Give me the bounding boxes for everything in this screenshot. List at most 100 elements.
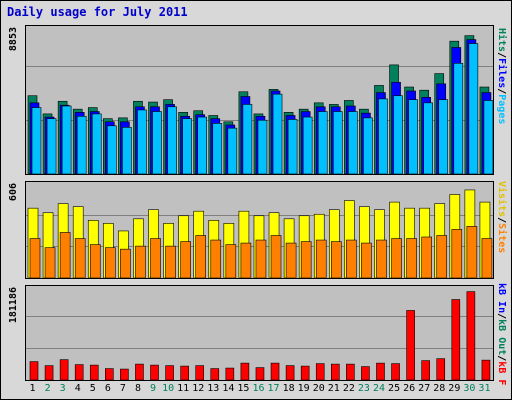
sites-bar [376, 239, 387, 278]
pages-bar [61, 105, 72, 174]
sites-bar [59, 232, 71, 278]
x-tick-label: 29 [448, 383, 461, 394]
x-tick-label: 22 [342, 383, 355, 394]
x-tick-label: 8 [134, 383, 141, 394]
pages-bar [272, 93, 283, 174]
x-tick-label: 9 [150, 383, 157, 394]
x-tick-label: 14 [222, 383, 235, 394]
hits-chart [26, 35, 493, 174]
pages-bar [453, 63, 464, 174]
sites-bar [165, 245, 176, 278]
legend-sep: / [496, 355, 507, 362]
pages-bar [423, 102, 433, 174]
kbytes-bar [451, 299, 461, 380]
legend-pages: Pages [496, 94, 507, 125]
x-tick-label: 25 [388, 383, 401, 394]
x-tick-label: 5 [89, 383, 96, 394]
x-tick-label: 7 [119, 383, 126, 394]
kbytes-bar [421, 360, 430, 380]
sites-bar [120, 248, 131, 278]
pages-bar [182, 118, 192, 174]
x-tick-label: 17 [267, 383, 280, 394]
x-tick-label: 27 [418, 383, 431, 394]
kbytes-bar [165, 365, 174, 380]
x-tick-label: 4 [74, 383, 81, 394]
legend-sep: / [496, 88, 507, 95]
kbytes-bar [315, 363, 325, 380]
sites-bar [391, 238, 402, 278]
x-tick-label: 28 [433, 383, 446, 394]
x-tick-label: 21 [327, 383, 340, 394]
visits-panel [25, 181, 494, 279]
x-tick-label: 26 [403, 383, 416, 394]
kbytes-bar [330, 363, 340, 380]
pages-bar [257, 119, 268, 174]
x-tick-label: 15 [237, 383, 250, 394]
kbytes-bar [29, 361, 39, 380]
sites-bar [255, 239, 267, 278]
pages-bar [212, 123, 223, 174]
x-tick-label: 16 [252, 383, 265, 394]
kbytes-bar [436, 358, 446, 380]
x-tick-label: 30 [463, 383, 476, 394]
legend-visits: Visits [496, 181, 507, 218]
x-tick-label: 1 [29, 383, 36, 394]
kbytes-bar [300, 365, 310, 380]
x-tick-label: 6 [104, 383, 111, 394]
x-tick-label: 18 [282, 383, 295, 394]
pages-bar [242, 104, 253, 174]
sites-bar [89, 244, 101, 278]
pages-bar [348, 111, 358, 174]
kbytes-bar [361, 366, 370, 380]
visits-chart [26, 189, 493, 278]
visits-bar [344, 200, 355, 278]
kbytes-bar [466, 291, 476, 380]
pages-bar [46, 118, 57, 174]
legend-kbf: kB F [496, 361, 507, 386]
sites-bar [135, 245, 146, 278]
x-tick-label: 19 [297, 383, 310, 394]
sites-bar [29, 238, 41, 278]
sites-bar [180, 241, 191, 278]
x-tick-label: 12 [192, 383, 205, 394]
pages-bar [31, 107, 42, 174]
x-tick-label: 11 [177, 383, 190, 394]
pages-bar [468, 43, 479, 174]
sites-bar [150, 238, 161, 278]
sites-bar [436, 235, 448, 278]
pages-bar [76, 115, 87, 174]
kbytes-bar [346, 363, 355, 380]
legend-sep: / [496, 313, 507, 320]
pages-bar [152, 111, 162, 174]
legend-kbytes: kB In/kB Out/kB F [496, 283, 507, 385]
kbytes-bar [406, 310, 415, 380]
pages-bar [137, 109, 147, 174]
kbytes-bar [210, 368, 220, 380]
legend-hits: Hits [496, 28, 507, 53]
legend-visits-sites: Visits/Sites [496, 181, 507, 253]
pages-bar [408, 99, 418, 174]
x-tick-label: 13 [207, 383, 220, 394]
legend-sep: / [496, 217, 507, 224]
pages-bar [91, 113, 102, 174]
sites-bar [240, 242, 252, 278]
x-tick-label: 23 [357, 383, 370, 394]
kbytes-bar [135, 363, 144, 380]
kbytes-bar [255, 367, 265, 380]
sites-bar [346, 239, 357, 278]
kbytes-bar [270, 362, 280, 380]
sites-bar [406, 238, 417, 278]
pages-bar [378, 98, 388, 174]
kbytes-bar [195, 365, 205, 380]
sites-bar [421, 236, 432, 278]
kbytes-chart [26, 291, 493, 380]
kbytes-bar [89, 364, 99, 380]
legend-hits-files-pages: Hits/Files/Pages [496, 28, 507, 124]
sites-bar [74, 238, 86, 278]
kbytes-bar [481, 359, 491, 380]
kbytes-bar [105, 368, 114, 380]
legend-sites: Sites [496, 223, 507, 254]
sites-bar [481, 238, 493, 278]
x-axis-day-labels: 1 2 3 4 5 6 7 8 9 10 11 12 13 14 15 16 17 18 19 20 21 22 23 24 2… [25, 383, 492, 397]
